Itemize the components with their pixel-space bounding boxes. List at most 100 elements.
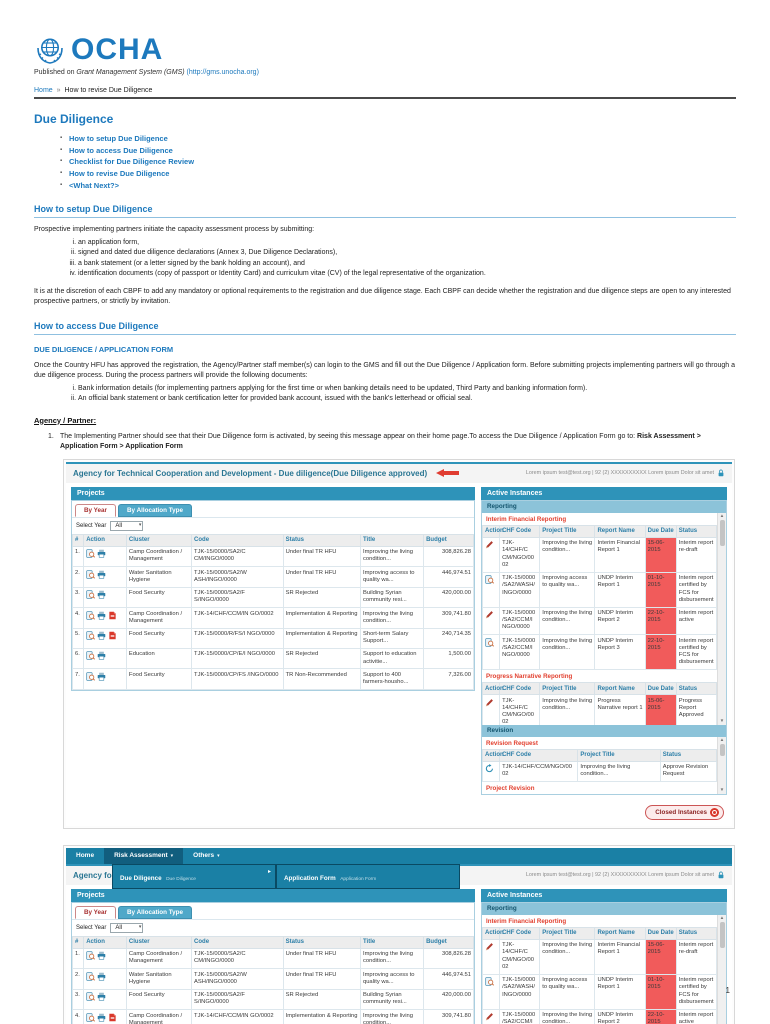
table-row: TJK-14/CHF/CCM/NGO/00 02 Improving the li…: [482, 760, 717, 783]
preview-icon[interactable]: [86, 549, 96, 558]
cell-title: Improving access to quality wa...: [359, 566, 425, 588]
toc-link-whatnext[interactable]: <What Next?>: [60, 180, 736, 192]
preview-icon[interactable]: [86, 631, 96, 640]
refresh-icon[interactable]: [485, 764, 494, 773]
toc-link-checklist[interactable]: Checklist for Due Diligence Review: [60, 156, 736, 168]
revision-scrollbar[interactable]: ▲ ▼: [717, 736, 726, 794]
col-budget: Budget: [423, 935, 474, 949]
lock-icon[interactable]: [717, 871, 725, 879]
print-icon[interactable]: [97, 549, 106, 558]
action-cell: [482, 634, 501, 671]
table-row: TJK-15/0000 /SA2/CCM/I NGO/0000Improving…: [482, 1008, 717, 1024]
menu-item-application-form[interactable]: Application Form Application Form: [276, 863, 460, 889]
print-icon[interactable]: [97, 570, 106, 579]
cell-budget: 309,741.80: [423, 1009, 474, 1024]
pdf-icon[interactable]: [108, 611, 117, 620]
print-icon[interactable]: [97, 631, 106, 640]
table-row: 4. Camp Coordination / Management TJK-14/C…: [71, 607, 474, 629]
cell-status: Under final TR HFU: [282, 968, 361, 990]
projects-table: # Action Cluster Code Status Title Budge…: [71, 533, 474, 690]
print-icon[interactable]: [97, 992, 106, 1001]
print-icon[interactable]: [97, 611, 106, 620]
toc-link-revise[interactable]: How to revise Due Diligence: [60, 168, 736, 180]
pencil-icon[interactable]: [485, 540, 494, 549]
published-url-link[interactable]: (http://gms.unocha.org): [186, 69, 259, 76]
cell-code: TJK-14/CHF/C CM/NGO/00 02: [499, 938, 541, 975]
cell-budget: 308,826.28: [423, 947, 474, 970]
cell-budget: 7,326.00: [423, 668, 474, 690]
print-icon[interactable]: [97, 651, 106, 661]
preview-icon[interactable]: [86, 992, 96, 1001]
step-path-bold: Risk Assessment > Application Form > App…: [60, 432, 701, 451]
chevron-down-icon: ▾: [170, 852, 174, 859]
pencil-icon[interactable]: [485, 1012, 494, 1021]
nav-risk-assessment[interactable]: Risk Assessment ▾: [104, 847, 184, 864]
reporting-bar: Reporting: [482, 500, 726, 513]
preview-icon[interactable]: [485, 977, 494, 986]
cell-cluster: Camp Coordination / Management: [125, 947, 193, 970]
tab-by-allocation-type[interactable]: By Allocation Type: [118, 503, 192, 517]
gms-org-title: Agency for Technical Cooperation and Dev…: [73, 469, 427, 478]
preview-icon[interactable]: [86, 951, 96, 960]
print-icon[interactable]: [97, 1013, 106, 1022]
pencil-icon[interactable]: [485, 610, 494, 619]
cell-title: Improving access to quality wa...: [539, 973, 596, 1010]
action-cell: [482, 938, 501, 975]
table-row: 3. Food Security TJK-15/0000/SA2/F S/INGO/…: [71, 586, 474, 609]
tab-by-year[interactable]: By Year: [75, 503, 116, 517]
pnr-table: Action CHF Code Project Title Report Nam…: [482, 682, 717, 725]
nav-others[interactable]: Others ▾: [193, 852, 220, 860]
cell-code: TJK-15/0000/SA2/C CM/INGO/0000: [191, 545, 284, 568]
preview-icon[interactable]: [86, 971, 96, 981]
cell-status: SR Rejected: [282, 586, 361, 609]
pdf-icon[interactable]: [108, 631, 117, 640]
print-icon[interactable]: [97, 590, 106, 599]
preview-icon[interactable]: [86, 610, 96, 620]
preview-icon[interactable]: [485, 575, 494, 584]
cell-status: Interim report certified by FCS for disb…: [675, 973, 717, 1010]
reporting-scrollbar[interactable]: ▲▼: [717, 914, 726, 1024]
tab-by-allocation-type[interactable]: By Allocation Type: [118, 905, 192, 919]
cell-code: TJK-15/0000/SA2/W ASH/INGO/0000: [191, 566, 284, 588]
table-row: 3. Food Security TJK-15/0000/SA2/F S/INGO/…: [71, 988, 474, 1011]
nav-home[interactable]: Home: [76, 852, 95, 860]
toc-link-access[interactable]: How to access Due Diligence: [60, 145, 736, 157]
cell-code: TJK-15/0000 /SA2/CCM/I NGO/0000: [499, 634, 541, 671]
action-cell: [83, 668, 127, 690]
toc-link-setup[interactable]: How to setup Due Diligence: [60, 133, 736, 145]
table-row: TJK-14/CHF/C CM/NGO/00 02 Improving the l…: [482, 938, 717, 975]
cell-code: TJK-15/0000/CP/E/I NGO/0000: [191, 647, 284, 670]
setup-paragraph: It is at the discretion of each CBPF to …: [34, 287, 731, 306]
select-year-dropdown[interactable]: All: [110, 520, 144, 531]
projects-table-header: # Action Cluster Code Status Title Budge…: [71, 935, 474, 949]
pdf-icon[interactable]: [108, 1013, 117, 1022]
tab-by-year[interactable]: By Year: [75, 905, 116, 919]
print-icon[interactable]: [97, 951, 106, 960]
print-icon[interactable]: [97, 672, 106, 681]
reporting-scrollbar[interactable]: ▲▼: [717, 512, 726, 725]
preview-icon[interactable]: [86, 651, 96, 661]
table-row: 5. Food Security TJK-15/0000/R/FS/I NGO/00…: [71, 627, 474, 649]
print-icon[interactable]: [97, 972, 106, 981]
menu-item-due-diligence[interactable]: Due Diligence Due Diligence ▸: [112, 863, 276, 889]
col-code: Code: [191, 935, 284, 949]
ocha-logo: OCHA: [34, 34, 736, 66]
preview-icon[interactable]: [86, 1012, 96, 1022]
closed-instances-button[interactable]: Closed Instances: [645, 804, 724, 820]
lock-icon[interactable]: [717, 469, 725, 477]
select-year-dropdown[interactable]: All: [110, 922, 144, 933]
action-cell: [83, 968, 127, 990]
projects-panel-title: Projects: [71, 888, 475, 902]
cell-code: TJK-15/0000 /SA2/WASH/ INGO/0000: [499, 973, 541, 1010]
pencil-icon[interactable]: [485, 942, 494, 951]
col-num: #: [71, 533, 85, 547]
col-code: Code: [191, 533, 284, 547]
pencil-icon[interactable]: [485, 698, 494, 707]
pnr-title: Progress Narrative Reporting: [486, 673, 573, 681]
preview-icon[interactable]: [485, 638, 494, 647]
preview-icon[interactable]: [86, 569, 96, 579]
preview-icon[interactable]: [86, 672, 96, 681]
breadcrumb-home-link[interactable]: Home: [34, 87, 53, 94]
preview-icon[interactable]: [86, 590, 96, 599]
revision-bar: Revision: [482, 724, 726, 737]
